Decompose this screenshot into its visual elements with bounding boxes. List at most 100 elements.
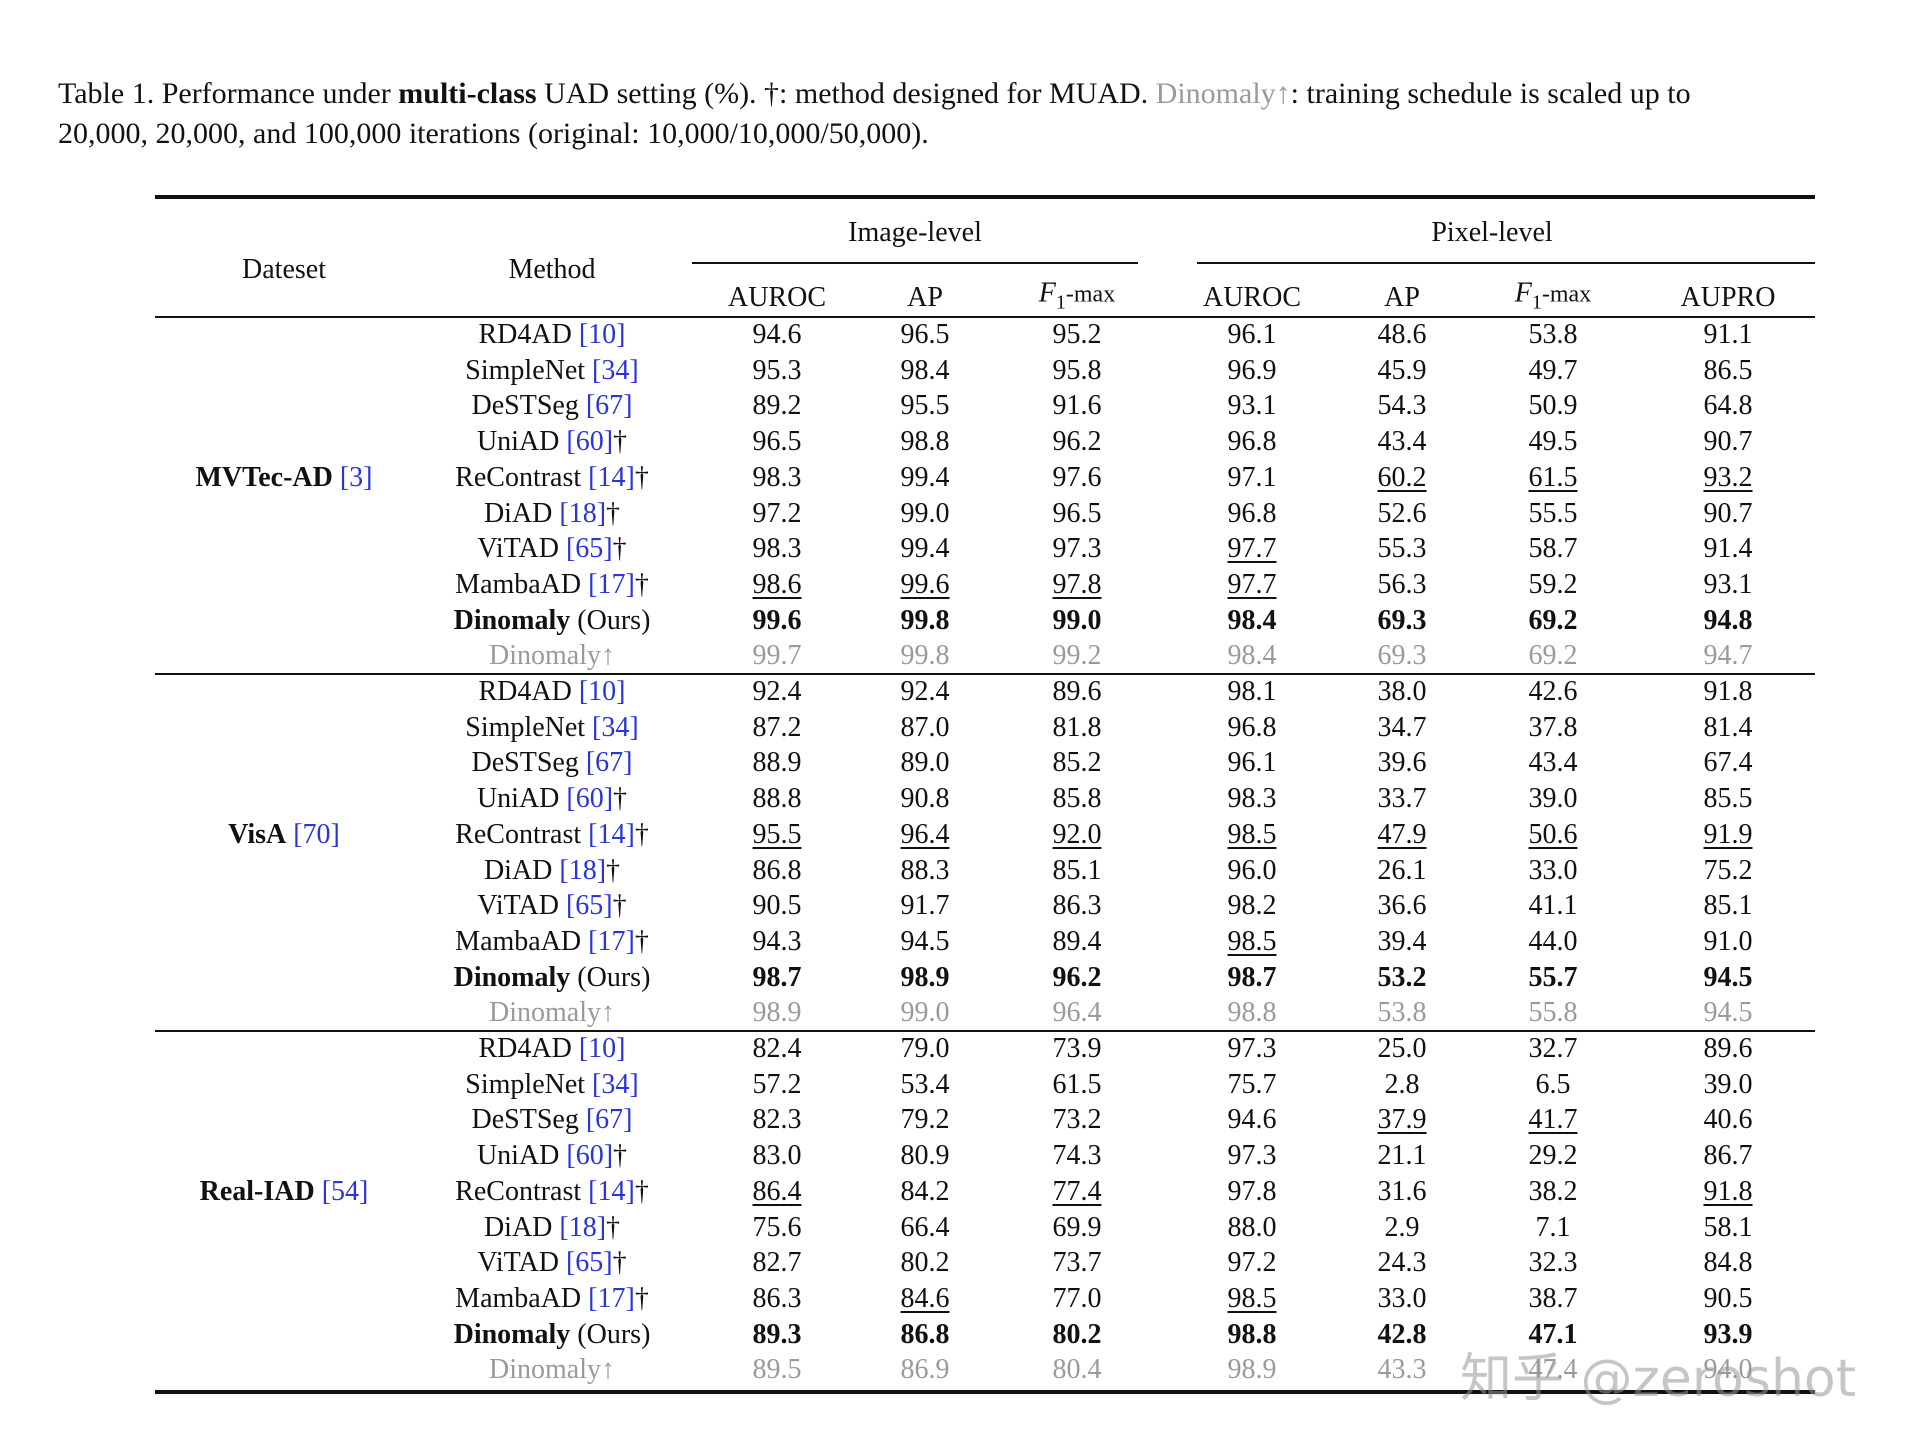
value-cell: 99.6: [900, 568, 950, 600]
value-cell: 99.7: [752, 640, 802, 672]
value-cell: 64.8: [1703, 390, 1753, 422]
value-cell: 97.7: [1227, 533, 1277, 565]
value-cell: 91.8: [1703, 676, 1753, 707]
method-name: DiAD: [483, 854, 553, 886]
method-cell: UniAD [60]†: [477, 1139, 627, 1173]
method-name: Dinomaly↑: [489, 640, 615, 672]
method-name: Dinomaly: [453, 604, 571, 636]
value-cell: 96.1: [1227, 747, 1277, 779]
value-cell: 92.4: [900, 676, 950, 707]
value-cell: 95.3: [752, 354, 802, 386]
method-mark: †: [634, 568, 649, 600]
method-ref: [60]: [566, 426, 614, 458]
value-cell: 99.8: [900, 604, 950, 636]
column-header: F1-max: [1515, 277, 1591, 320]
value-cell: 73.7: [1052, 1247, 1102, 1279]
method-cell: MambaAD [17]†: [455, 925, 649, 959]
method-cell: Dinomaly↑: [489, 996, 615, 1030]
method-cell: Dinomaly↑: [489, 1353, 615, 1387]
method-name: ViTAD: [477, 890, 559, 922]
value-cell: 42.6: [1528, 676, 1578, 707]
value-cell: 96.8: [1227, 497, 1277, 529]
value-cell: 58.7: [1528, 533, 1578, 565]
value-cell: 96.1: [1227, 319, 1277, 350]
value-cell: 49.7: [1528, 354, 1578, 386]
value-cell: 98.4: [1227, 640, 1277, 672]
method-cell: RD4AD [10]: [479, 318, 626, 352]
value-cell: 98.8: [1227, 1318, 1277, 1350]
value-cell: 99.0: [900, 497, 950, 529]
value-cell: 99.8: [900, 640, 950, 672]
value-cell: 99.0: [1052, 604, 1102, 636]
value-cell: 55.7: [1528, 961, 1578, 993]
value-cell: 38.2: [1528, 1175, 1578, 1207]
dataset-cell: VisA [70]: [228, 818, 340, 852]
value-cell: 79.0: [900, 1033, 950, 1064]
method-mark: †: [613, 783, 628, 815]
column-header: F1-max: [1039, 277, 1115, 320]
column-header: AUROC: [1203, 281, 1301, 315]
value-cell: 60.2: [1377, 461, 1427, 493]
value-cell: 73.2: [1052, 1104, 1102, 1136]
method-name: RD4AD: [478, 319, 572, 350]
value-cell: 96.5: [900, 319, 950, 350]
value-cell: 50.6: [1528, 818, 1578, 850]
value-cell: 99.4: [900, 461, 950, 493]
value-cell: 47.1: [1528, 1318, 1578, 1350]
dataset-ref: [54]: [321, 1175, 369, 1207]
method-cell: UniAD [60]†: [477, 782, 627, 816]
value-cell: 56.3: [1377, 568, 1427, 600]
dataset-cell: Real-IAD [54]: [200, 1175, 369, 1209]
value-cell: 75.2: [1703, 854, 1753, 886]
value-cell: 95.2: [1052, 319, 1102, 350]
value-cell: 86.7: [1703, 1140, 1753, 1172]
value-cell: 84.8: [1703, 1247, 1753, 1279]
value-cell: 91.8: [1703, 1175, 1753, 1207]
method-ref: [67]: [585, 747, 633, 779]
method-cell: DiAD [18]†: [484, 854, 620, 888]
value-cell: 73.9: [1052, 1033, 1102, 1064]
value-cell: 97.1: [1227, 461, 1277, 493]
value-cell: 98.5: [1227, 818, 1277, 850]
value-cell: 98.8: [900, 426, 950, 458]
value-cell: 43.4: [1377, 426, 1427, 458]
method-name: RD4AD: [478, 676, 572, 707]
value-cell: 54.3: [1377, 390, 1427, 422]
method-cell: RD4AD [10]: [479, 675, 626, 709]
value-cell: 50.9: [1528, 390, 1578, 422]
value-cell: 91.7: [900, 890, 950, 922]
method-ref: [17]: [588, 925, 635, 957]
value-cell: 90.7: [1703, 426, 1753, 458]
column-label: F: [1038, 277, 1056, 309]
value-cell: 96.5: [752, 426, 802, 458]
value-cell: 86.5: [1703, 354, 1753, 386]
value-cell: 85.8: [1052, 783, 1102, 815]
method-cell: UniAD [60]†: [477, 425, 627, 459]
value-cell: 45.9: [1377, 354, 1427, 386]
value-cell: 36.6: [1377, 890, 1427, 922]
method-mark: †: [634, 1175, 649, 1207]
value-cell: 39.0: [1703, 1068, 1753, 1100]
caption-part: Table 1. Performance under: [58, 77, 399, 110]
method-ref: [14]: [588, 461, 635, 493]
value-cell: 57.2: [752, 1068, 802, 1100]
rule: [155, 1390, 1815, 1395]
method-ref: [10]: [578, 1033, 626, 1064]
value-cell: 98.7: [1227, 961, 1277, 993]
method-name: DiAD: [483, 1211, 553, 1243]
value-cell: 89.5: [752, 1354, 802, 1386]
value-cell: 98.7: [752, 961, 802, 993]
method-mark: †: [606, 854, 621, 886]
value-cell: 33.7: [1377, 783, 1427, 815]
value-cell: 86.4: [752, 1175, 802, 1207]
method-name: Dinomaly: [453, 961, 571, 993]
value-cell: 32.7: [1528, 1033, 1578, 1064]
method-name: SimpleNet: [465, 354, 586, 386]
value-cell: 98.5: [1227, 1282, 1277, 1314]
dataset-name: MVTec-AD: [195, 461, 333, 493]
method-note: (Ours): [577, 961, 651, 993]
method-ref: [10]: [578, 319, 626, 350]
method-ref: [65]: [565, 533, 613, 565]
method-ref: [34]: [592, 354, 639, 386]
value-cell: 33.0: [1377, 1282, 1427, 1314]
